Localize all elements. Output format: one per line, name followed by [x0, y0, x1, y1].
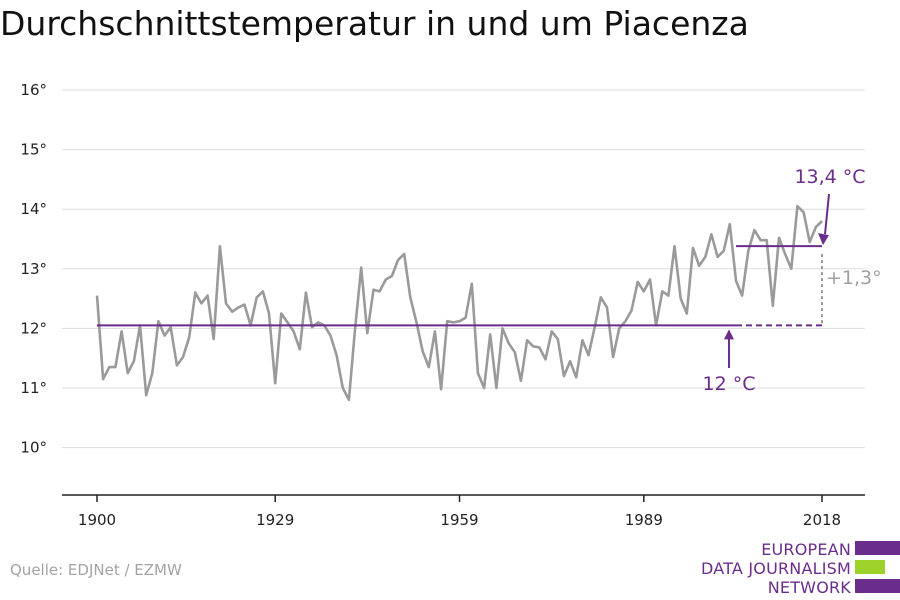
gridlines	[62, 89, 865, 449]
annotation-baseline-average: 12 °C	[702, 373, 755, 395]
x-tick-label-1989: 1989	[625, 511, 663, 529]
edjnet-logo: EUROPEAN DATA JOURNALISM NETWORK	[700, 538, 900, 598]
y-tick-label-11: 11°	[20, 379, 47, 397]
logo-line-data-journalism: DATA JOURNALISM	[701, 559, 851, 578]
y-tick-label-14: 14°	[20, 200, 47, 218]
arrowhead-baseline-average	[723, 329, 734, 340]
logo-text: EUROPEAN DATA JOURNALISM NETWORK	[701, 540, 851, 597]
y-tick-label-10: 10°	[20, 439, 47, 457]
reference-lines	[97, 245, 822, 327]
annotation-difference: +1,3°	[826, 267, 882, 289]
x-axis: 1900 1929 1959 1989 2018	[62, 494, 865, 529]
y-tick-label-15: 15°	[20, 141, 47, 159]
logo-line-european: EUROPEAN	[761, 540, 851, 559]
source-note: Quelle: EDJNet / EZMW	[10, 561, 182, 579]
y-tick-label-12: 12°	[20, 319, 47, 337]
logo-bars-icon	[855, 541, 900, 593]
y-axis-tick-labels: 10° 11° 12° 13° 14° 15° 16°	[20, 81, 47, 457]
arrow-recent-average	[824, 193, 830, 235]
series-line	[95, 204, 823, 402]
x-tick-label-1929: 1929	[256, 511, 294, 529]
annotations: 13,4 °C 12 °C +1,3°	[702, 166, 881, 395]
annotation-recent-average: 13,4 °C	[794, 166, 865, 188]
arrowhead-recent-average	[818, 233, 829, 246]
x-tick-label-1900: 1900	[78, 511, 116, 529]
y-tick-label-13: 13°	[20, 260, 47, 278]
logo-line-network: NETWORK	[767, 578, 851, 597]
x-tick-label-1959: 1959	[440, 511, 478, 529]
y-tick-label-16: 16°	[20, 81, 47, 99]
temperature-series	[95, 204, 823, 402]
chart-title: Durchschnittstemperatur in und um Piacen…	[0, 4, 749, 43]
x-tick-label-2018: 2018	[803, 511, 841, 529]
